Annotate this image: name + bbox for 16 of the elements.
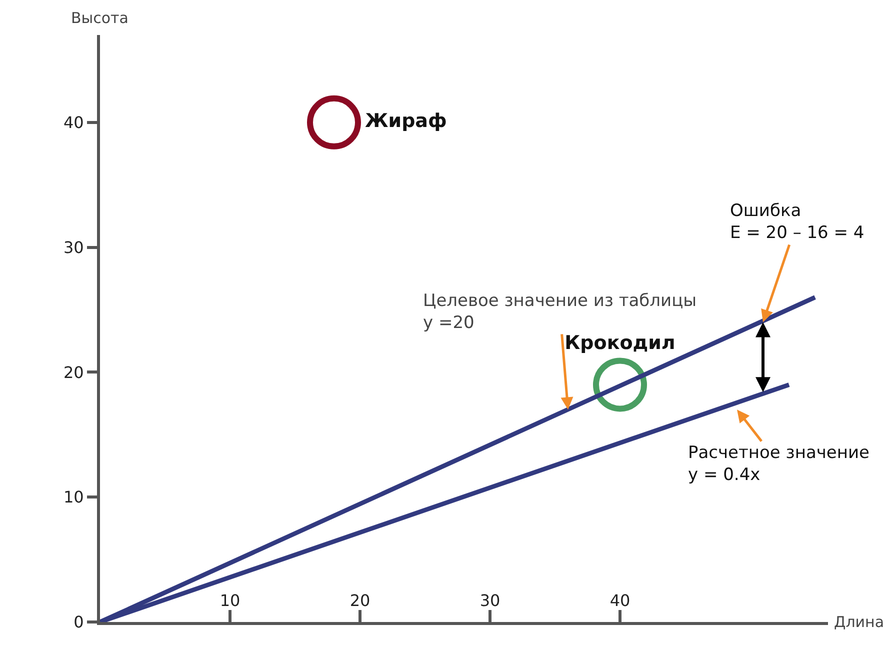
annotation: Расчетное значение y = 0.4x bbox=[688, 443, 870, 486]
x-tick-label: 30 bbox=[480, 591, 500, 610]
x-tick-label: 10 bbox=[220, 591, 240, 610]
y-tick-label: 0 bbox=[74, 612, 84, 632]
x-tick-label: 40 bbox=[610, 591, 630, 610]
series-label: Жираф bbox=[365, 110, 447, 132]
y-axis-title: Высота bbox=[71, 9, 128, 27]
series-label: Крокодил bbox=[564, 332, 676, 354]
y-tick-label: 40 bbox=[63, 113, 84, 132]
y-tick-label: 20 bbox=[63, 362, 84, 382]
annotation: Целевое значение из таблицы y =20 bbox=[423, 291, 697, 334]
annotation: Ошибка E = 20 – 16 = 4 bbox=[730, 201, 864, 244]
y-tick-label: 30 bbox=[63, 238, 84, 257]
x-tick-label: 20 bbox=[350, 591, 370, 610]
x-axis-title: Длина bbox=[834, 613, 884, 631]
y-tick-label: 10 bbox=[63, 488, 84, 507]
